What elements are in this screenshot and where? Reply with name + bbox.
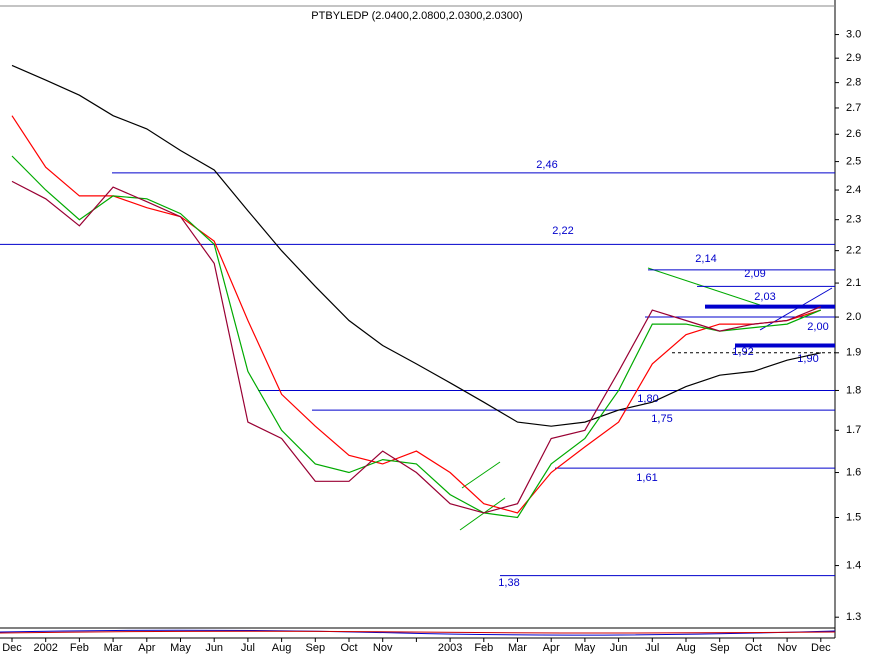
trend-line	[459, 497, 506, 531]
y-tick-label: 1.9	[846, 347, 861, 359]
y-tick-label: 2.9	[846, 52, 861, 64]
x-tick-label: 2002	[33, 642, 57, 654]
level-label: 1,61	[636, 472, 657, 484]
y-tick-label: 2.6	[846, 128, 861, 140]
y-tick-label: 2.1	[846, 277, 861, 289]
x-tick-label: Aug	[676, 642, 696, 654]
x-tick-label: Feb	[70, 642, 89, 654]
y-tick-label: 2.5	[846, 155, 861, 167]
indicator-line	[0, 629, 836, 636]
x-tick-label: 2003	[438, 642, 462, 654]
level-label: 1,90	[797, 353, 818, 365]
x-tick-label: Mar	[104, 642, 123, 654]
y-tick-label: 3.0	[846, 28, 861, 40]
level-label: 1,75	[651, 413, 672, 425]
y-tick-label: 1.4	[846, 559, 861, 571]
y-tick-label: 1.8	[846, 384, 861, 396]
x-tick-label: Apr	[138, 642, 155, 654]
series-line	[11, 155, 822, 519]
y-tick-label: 2.0	[846, 311, 861, 323]
x-tick-label: Feb	[474, 642, 493, 654]
x-tick-label: Dec	[811, 642, 831, 654]
level-label: 1,92	[732, 346, 753, 358]
x-tick-label: Mar	[508, 642, 527, 654]
level-label: 2,09	[744, 268, 765, 280]
x-tick-label: Nov	[373, 642, 393, 654]
level-label: 2,03	[754, 291, 775, 303]
x-tick-label: Jun	[610, 642, 628, 654]
x-tick-label: Apr	[543, 642, 560, 654]
x-tick-label: Jul	[241, 642, 255, 654]
x-tick-label: Oct	[745, 642, 762, 654]
x-tick-label: Dec	[2, 642, 22, 654]
y-tick-label: 1.6	[846, 466, 861, 478]
series-line	[11, 115, 821, 514]
level-label: 2,00	[807, 321, 828, 333]
indicator-signal	[0, 630, 836, 634]
y-tick-label: 1.5	[846, 511, 861, 523]
x-tick-label: Jul	[645, 642, 659, 654]
series-line	[11, 180, 822, 514]
x-tick-label: Aug	[272, 642, 292, 654]
x-tick-label: May	[575, 642, 596, 654]
y-tick-label: 2.7	[846, 102, 861, 114]
x-tick-label: Oct	[340, 642, 357, 654]
y-tick-label: 1.3	[846, 611, 861, 623]
y-tick-label: 2.8	[846, 77, 861, 89]
y-tick-label: 1.7	[846, 424, 861, 436]
y-tick-label: 2.4	[846, 184, 861, 196]
level-label: 2,46	[536, 159, 557, 171]
level-label: 2,14	[695, 253, 716, 265]
x-tick-label: Sep	[710, 642, 730, 654]
series-line	[11, 64, 821, 427]
trend-line	[759, 287, 833, 331]
trend-line	[461, 461, 501, 489]
y-tick-label: 2.2	[846, 245, 861, 257]
chart-title: PTBYLEDP (2.0400,2.0800,2.0300,2.0300)	[311, 10, 522, 22]
y-tick-label: 2.3	[846, 214, 861, 226]
x-tick-label: May	[170, 642, 191, 654]
x-tick-label: Sep	[306, 642, 326, 654]
level-label: 1,38	[498, 577, 519, 589]
level-label: 2,22	[552, 225, 573, 237]
x-tick-label: Nov	[777, 642, 797, 654]
x-tick-label: Jun	[205, 642, 223, 654]
